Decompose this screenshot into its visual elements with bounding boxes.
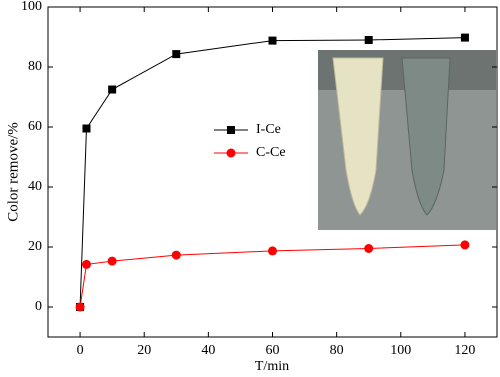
y-tick-label: 0 [35,299,42,314]
point [107,256,117,266]
tube-yellow [332,57,384,216]
x-tick-label: 40 [201,343,215,358]
point [364,244,374,253]
point [82,124,91,133]
y-tick-label: 100 [21,0,42,14]
y-tick-label: 80 [28,59,42,74]
point [108,85,117,94]
x-axis-label: T/min [255,359,289,374]
point [268,36,277,45]
tube-green [401,57,451,216]
point [172,50,181,59]
y-axis-label: Color remove/% [5,122,21,222]
x-tick-label: 0 [77,343,84,358]
x-tick-label: 20 [137,343,151,358]
inset-photo [318,50,496,230]
point [268,246,277,256]
y-tick-label: 20 [28,239,42,254]
x-tick-label: 80 [330,343,344,358]
legend-label: I-Ce [256,122,281,137]
point [171,250,181,260]
point [81,259,91,269]
legend-label: C-Ce [256,145,286,160]
y-tick-label: 40 [28,179,42,194]
point [460,33,469,42]
legend-marker [226,148,236,158]
legend-marker [227,126,235,134]
x-tick-label: 60 [266,343,280,358]
x-tick-label: 100 [390,343,411,358]
point [75,302,85,312]
y-tick-label: 60 [28,119,42,134]
x-tick-label: 120 [454,343,475,358]
point [364,36,373,44]
point [460,240,470,250]
